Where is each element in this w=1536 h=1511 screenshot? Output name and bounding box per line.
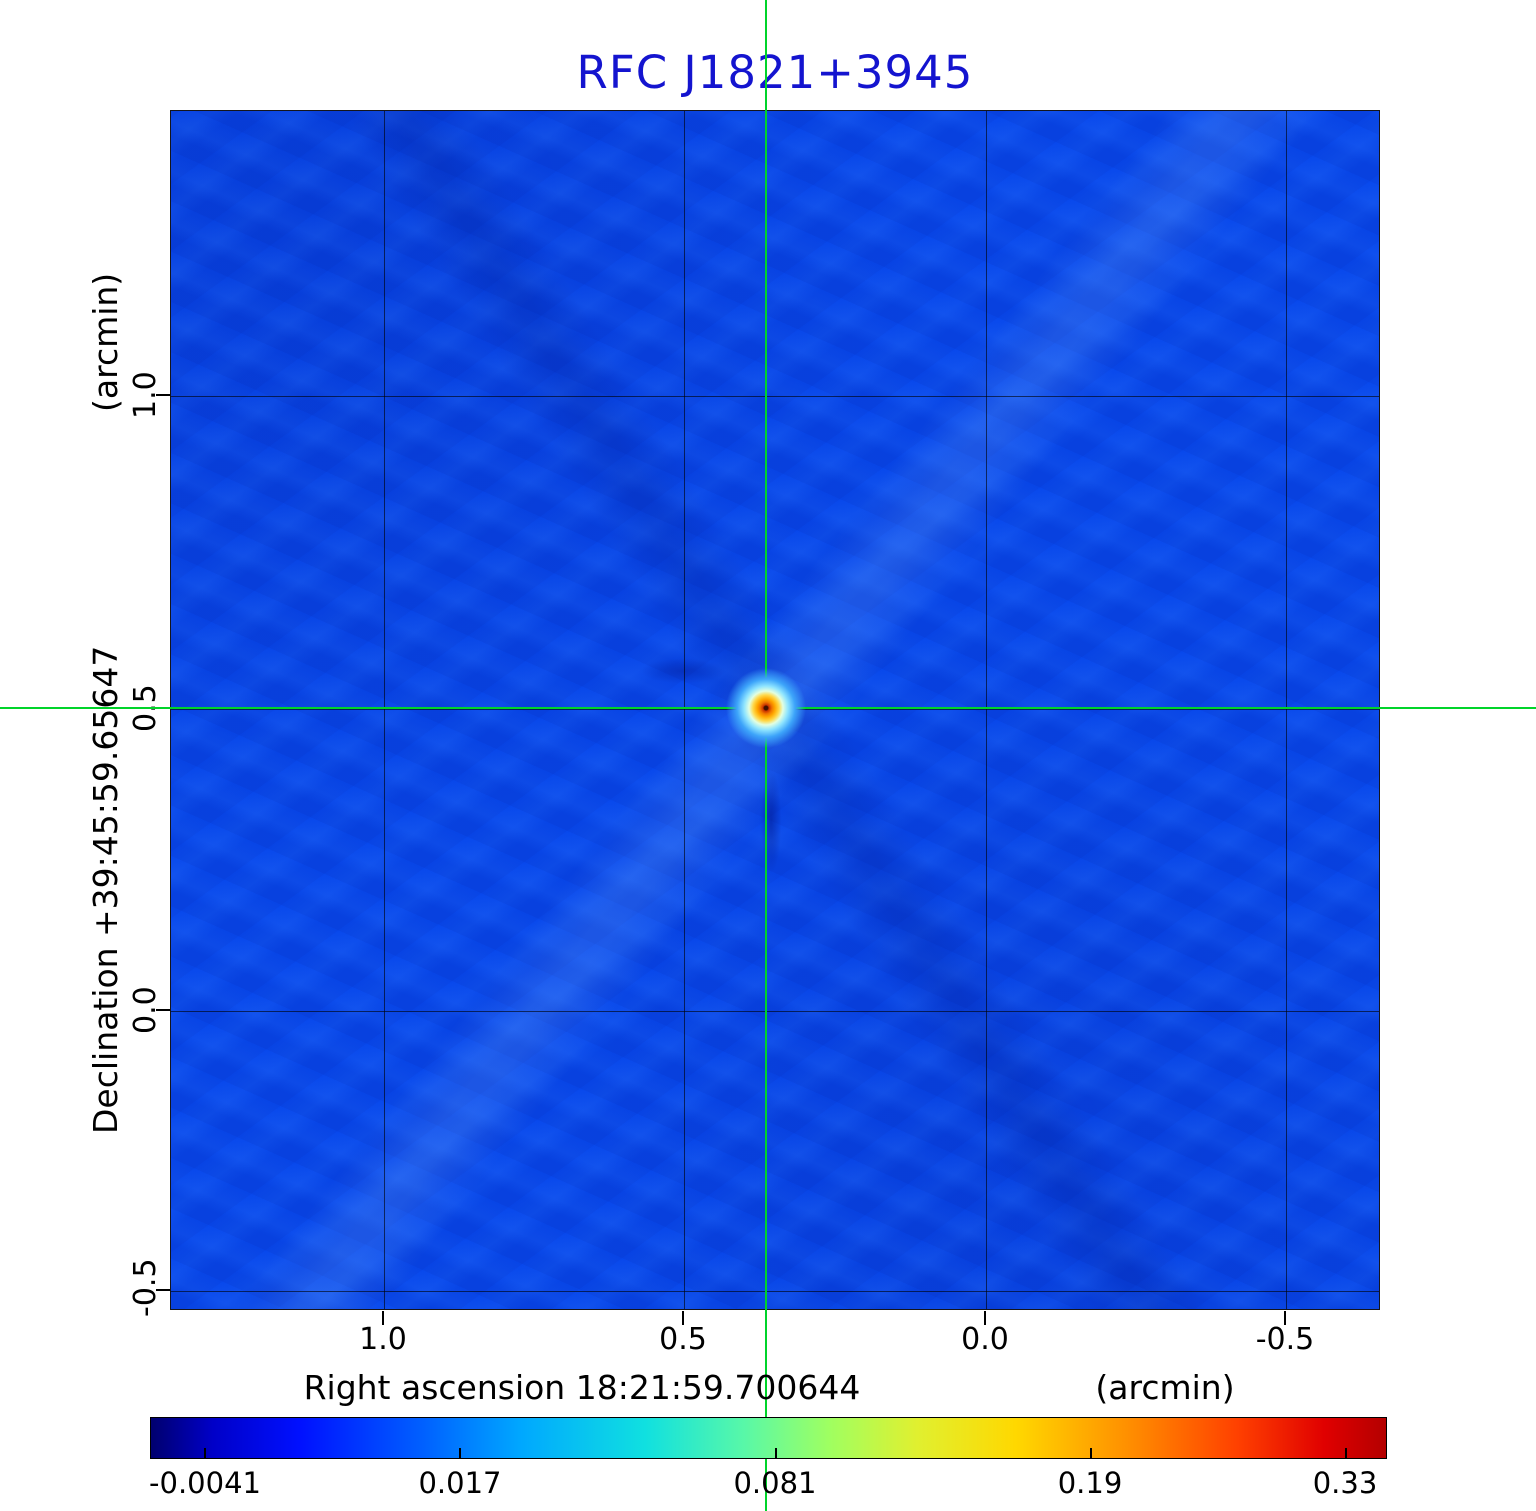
x-axis-unit-label: (arcmin) xyxy=(1095,1368,1235,1407)
y-axis-tick xyxy=(156,1009,170,1011)
x-axis-tick xyxy=(1284,1311,1286,1325)
y-axis-label: Declination +39:45:59.65647 xyxy=(86,645,125,1135)
colorbar-tick-label: 0.081 xyxy=(733,1466,817,1500)
x-axis-tick xyxy=(984,1311,986,1325)
colorbar-tick xyxy=(1345,1448,1347,1458)
x-tick-label: -0.5 xyxy=(1255,1322,1315,1357)
grid-line-horizontal xyxy=(171,1291,1379,1292)
colorbar-tick-label: -0.0041 xyxy=(149,1466,261,1500)
y-tick-label: -0.5 xyxy=(128,1258,163,1318)
colorbar-tick xyxy=(204,1448,206,1458)
y-axis-tick xyxy=(156,394,170,396)
radio-source-blob xyxy=(726,668,806,748)
x-tick-label: 0.0 xyxy=(961,1322,1009,1357)
grid-line-vertical xyxy=(384,111,385,1309)
colorbar-tick xyxy=(459,1448,461,1458)
plot-title: RFC J1821+3945 xyxy=(576,46,974,99)
grid-line-vertical xyxy=(1286,111,1287,1309)
grid-line-horizontal xyxy=(171,1011,1379,1012)
grid-line-horizontal xyxy=(171,396,1379,397)
colorbar xyxy=(150,1417,1387,1459)
y-axis-unit-label: (arcmin) xyxy=(86,272,125,412)
grid-line-vertical xyxy=(986,111,987,1309)
colorbar-tick-label: 0.33 xyxy=(1312,1466,1378,1500)
grid-line-vertical xyxy=(684,111,685,1309)
x-axis-label: Right ascension 18:21:59.700644 xyxy=(303,1368,861,1407)
x-tick-label: 0.5 xyxy=(659,1322,707,1357)
x-tick-label: 1.0 xyxy=(359,1322,407,1357)
colorbar-tick-label: 0.19 xyxy=(1057,1466,1123,1500)
x-axis-tick xyxy=(682,1311,684,1325)
colorbar-tick xyxy=(1090,1448,1092,1458)
crosshair-vertical-line xyxy=(765,0,767,1511)
x-axis-tick xyxy=(382,1311,384,1325)
colorbar-tick-label: 0.017 xyxy=(418,1466,502,1500)
colorbar-tick xyxy=(775,1448,777,1458)
y-axis-tick xyxy=(156,1289,170,1291)
